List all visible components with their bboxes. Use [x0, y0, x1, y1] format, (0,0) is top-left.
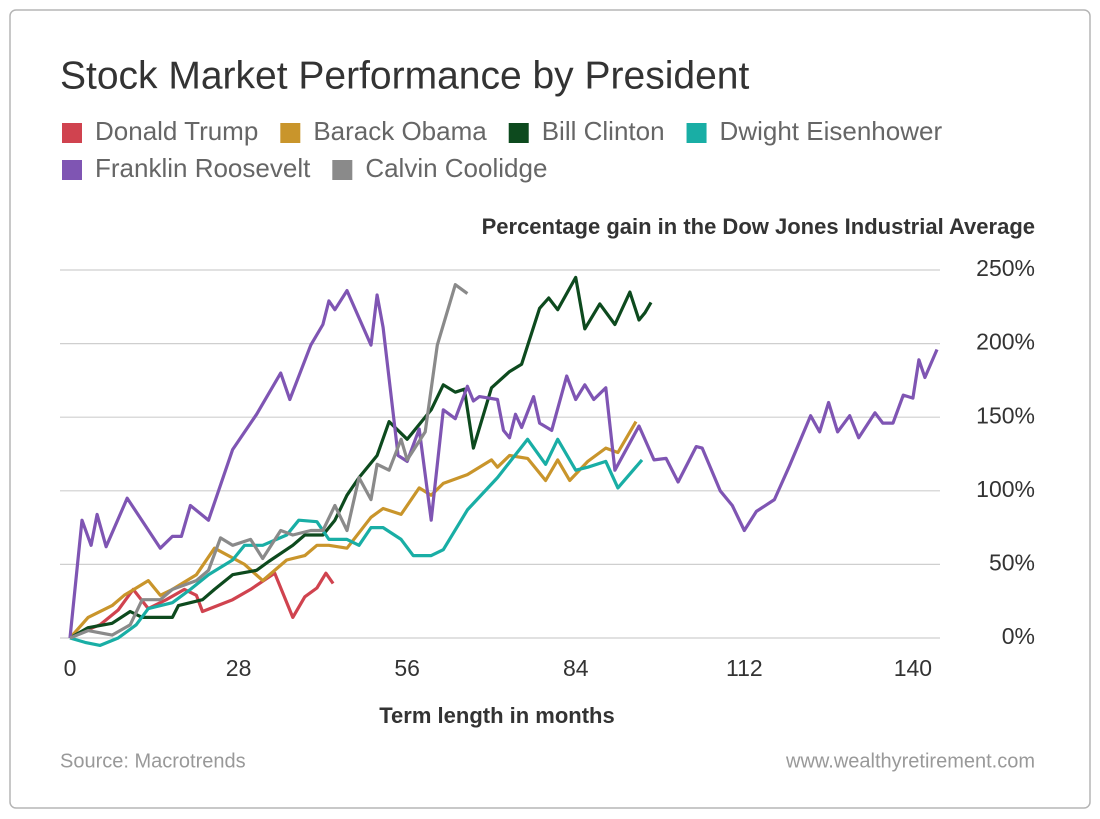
- subtitle: Percentage gain in the Dow Jones Industr…: [482, 214, 1035, 239]
- y-tick-label: 100%: [976, 476, 1035, 502]
- x-axis-label: Term length in months: [379, 703, 614, 728]
- legend-label: Bill Clinton: [542, 116, 665, 146]
- x-tick-label: 112: [726, 655, 763, 681]
- y-tick-label: 50%: [989, 549, 1035, 575]
- legend-label: Calvin Coolidge: [365, 153, 547, 183]
- y-tick-label: 200%: [976, 329, 1035, 355]
- y-tick-label: 150%: [976, 402, 1035, 428]
- x-tick-label: 0: [64, 655, 77, 681]
- chart-title: Stock Market Performance by President: [60, 54, 749, 97]
- line-series: [69, 283, 469, 640]
- legend-swatch: [280, 123, 301, 143]
- line-series: [68, 289, 939, 639]
- line-series: [69, 571, 335, 640]
- frame: [9, 9, 1091, 809]
- x-tick-label: 56: [394, 655, 420, 681]
- source: Source: Macrotrends: [60, 750, 246, 772]
- legend-label: Donald Trump: [95, 116, 258, 146]
- legend-label: Barack Obama: [313, 116, 487, 146]
- legend-label: Dwight Eisenhower: [720, 116, 943, 146]
- legend-swatch: [508, 123, 529, 143]
- line-series: [68, 420, 638, 640]
- line-series: [69, 275, 653, 640]
- legend-label: Franklin Roosevelt: [95, 153, 311, 183]
- y-tick-label: 0%: [1002, 623, 1035, 649]
- credit: www.wealthyretirement.com: [785, 750, 1035, 772]
- x-tick-label: 84: [563, 655, 589, 681]
- line-series: [69, 437, 644, 647]
- legend-swatch: [62, 160, 82, 180]
- legend-swatch: [332, 160, 353, 180]
- x-tick-label: 140: [894, 655, 932, 681]
- legend-swatch: [62, 123, 82, 143]
- legend: Donald Trump Barack Obama Bill Clinton Dwig…: [62, 116, 942, 183]
- x-tick-label: 28: [226, 655, 252, 681]
- legend-swatch: [686, 123, 707, 143]
- y-tick-label: 250%: [976, 255, 1035, 281]
